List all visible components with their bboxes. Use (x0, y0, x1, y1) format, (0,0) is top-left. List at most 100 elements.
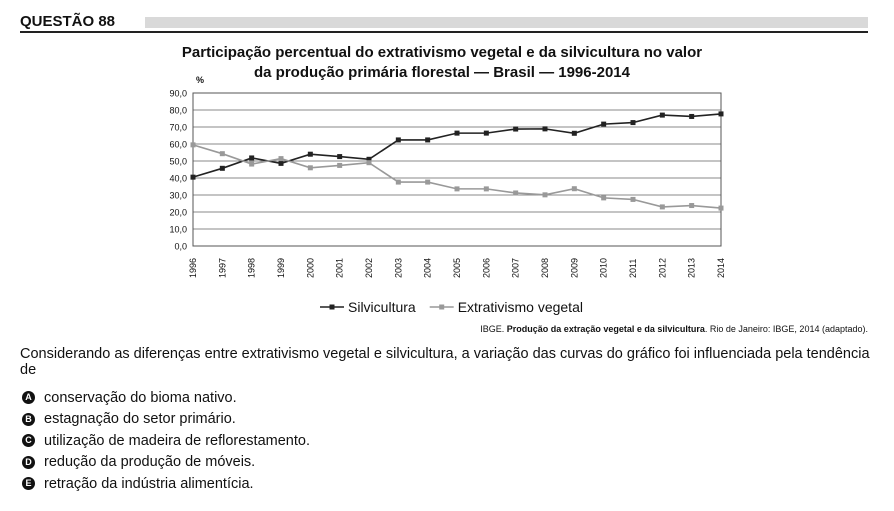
option-d[interactable]: D redução da produção de móveis. (22, 452, 310, 474)
x-tick-label: 2012 (657, 258, 667, 278)
data-point (307, 151, 313, 157)
chart-title-line-1: Participação percentual do extrativismo … (181, 44, 703, 61)
data-point (483, 186, 489, 192)
option-a-letter-badge: A (22, 391, 35, 405)
data-point (601, 121, 607, 127)
question-header: QUESTÃO 88 (20, 13, 868, 33)
data-point (542, 126, 548, 132)
y-tick-label: 20,0 (169, 208, 187, 218)
chart-title: Participação percentual do extrativismo … (140, 43, 744, 83)
source-prefix: IBGE. (480, 324, 507, 334)
y-tick-label: 70,0 (169, 123, 187, 133)
x-tick-label: 2013 (687, 258, 697, 278)
y-tick-label: 50,0 (169, 157, 187, 167)
chart-title-line-2: da produção primária florestal — Brasil … (254, 64, 630, 81)
x-tick-label: 2000 (305, 258, 315, 278)
y-tick-label: 40,0 (169, 174, 187, 184)
y-tick-label: 0,0 (174, 242, 187, 252)
option-e-letter-badge: E (22, 477, 35, 491)
data-point (630, 196, 636, 202)
data-point (219, 165, 225, 171)
x-tick-label: 2002 (364, 258, 374, 278)
data-point (219, 151, 225, 157)
legend-marker (329, 304, 335, 310)
option-c-letter-badge: C (22, 434, 35, 448)
y-tick-label: 90,0 (169, 89, 187, 99)
option-b[interactable]: B estagnação do setor primário. (22, 409, 310, 431)
option-e-text: retração da indústria alimentícia. (44, 475, 254, 492)
data-point (249, 155, 255, 161)
data-point (190, 142, 196, 148)
y-tick-label: 60,0 (169, 140, 187, 150)
legend-label: Silvicultura (348, 299, 416, 315)
series-line (192, 144, 722, 209)
data-point (425, 137, 431, 143)
y-tick-label: 10,0 (169, 225, 187, 235)
header-gray-bar (145, 17, 868, 28)
data-point (601, 195, 607, 201)
data-point (278, 160, 284, 166)
x-tick-label: 2005 (452, 258, 462, 278)
data-point (718, 111, 724, 117)
option-c-text: utilização de madeira de reflorestamento… (44, 432, 310, 449)
data-point (689, 113, 695, 119)
line-chart: 0,0 10,0 20,0 30,0 40,0 50,0 60,0 70,0 80,0 90,0%… (169, 75, 726, 315)
data-point (689, 203, 695, 209)
data-point (190, 174, 196, 180)
x-tick-label: 2010 (599, 258, 609, 278)
data-point (483, 130, 489, 136)
option-a[interactable]: A conservação do bioma nativo. (22, 387, 310, 409)
data-point (307, 165, 313, 171)
data-point (249, 161, 255, 167)
x-tick-label: 2003 (393, 258, 403, 278)
data-point (395, 179, 401, 185)
data-point (630, 120, 636, 126)
x-tick-label: 2006 (481, 258, 491, 278)
option-d-text: redução da produção de móveis. (44, 454, 256, 471)
data-point (366, 156, 372, 162)
data-point (278, 156, 284, 162)
y-axis-label: % (196, 75, 204, 85)
data-point (395, 137, 401, 143)
option-e[interactable]: E retração da indústria alimentícia. (22, 473, 310, 495)
data-point (366, 160, 372, 166)
data-point (454, 186, 460, 192)
data-point (513, 190, 519, 196)
x-tick-label: 2008 (540, 258, 550, 278)
answer-options: A conservação do bioma nativo. B estagna… (22, 387, 310, 495)
y-tick-label: 80,0 (169, 106, 187, 116)
option-a-text: conservação do bioma nativo. (44, 389, 237, 406)
data-point (542, 192, 548, 198)
y-tick-label: 30,0 (169, 191, 187, 201)
source-suffix: . Rio de Janeiro: IBGE, 2014 (adaptado). (704, 324, 868, 334)
source-title: Produção da extração vegetal e da silvic… (506, 324, 705, 334)
data-point (513, 126, 519, 132)
data-point (718, 205, 724, 211)
option-d-letter-badge: D (22, 455, 35, 469)
data-point (571, 186, 577, 192)
x-tick-label: 2004 (423, 258, 433, 278)
series-line (192, 113, 722, 178)
x-tick-label: 1997 (217, 258, 227, 278)
x-tick-label: 2001 (335, 258, 345, 278)
x-tick-label: 2011 (628, 259, 638, 278)
x-tick-label: 2014 (716, 258, 726, 278)
x-tick-label: 1998 (247, 258, 257, 278)
x-tick-label: 2007 (511, 258, 521, 278)
question-text: Considerando as diferenças entre extrati… (20, 346, 870, 378)
legend-marker (439, 304, 445, 310)
plot-frame (192, 92, 722, 247)
option-b-text: estagnação do setor primário. (44, 411, 236, 428)
question-number: QUESTÃO 88 (20, 13, 116, 30)
data-point (454, 130, 460, 136)
x-tick-label: 1996 (188, 258, 198, 278)
option-c[interactable]: C utilização de madeira de reflorestamen… (22, 430, 310, 452)
data-point (571, 130, 577, 136)
x-tick-label: 2009 (569, 258, 579, 278)
header-rule (20, 31, 868, 33)
data-point (425, 179, 431, 185)
data-point (659, 204, 665, 210)
source-citation: IBGE. Produção da extração vegetal e da … (480, 324, 868, 334)
option-b-letter-badge: B (22, 412, 35, 426)
data-point (659, 112, 665, 118)
